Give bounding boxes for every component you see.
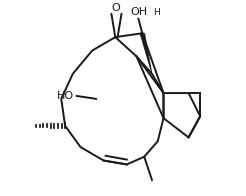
Text: H: H [153,8,160,17]
Text: HO: HO [56,91,74,101]
Text: OH: OH [131,7,148,17]
Text: O: O [112,3,121,13]
Polygon shape [140,33,152,74]
